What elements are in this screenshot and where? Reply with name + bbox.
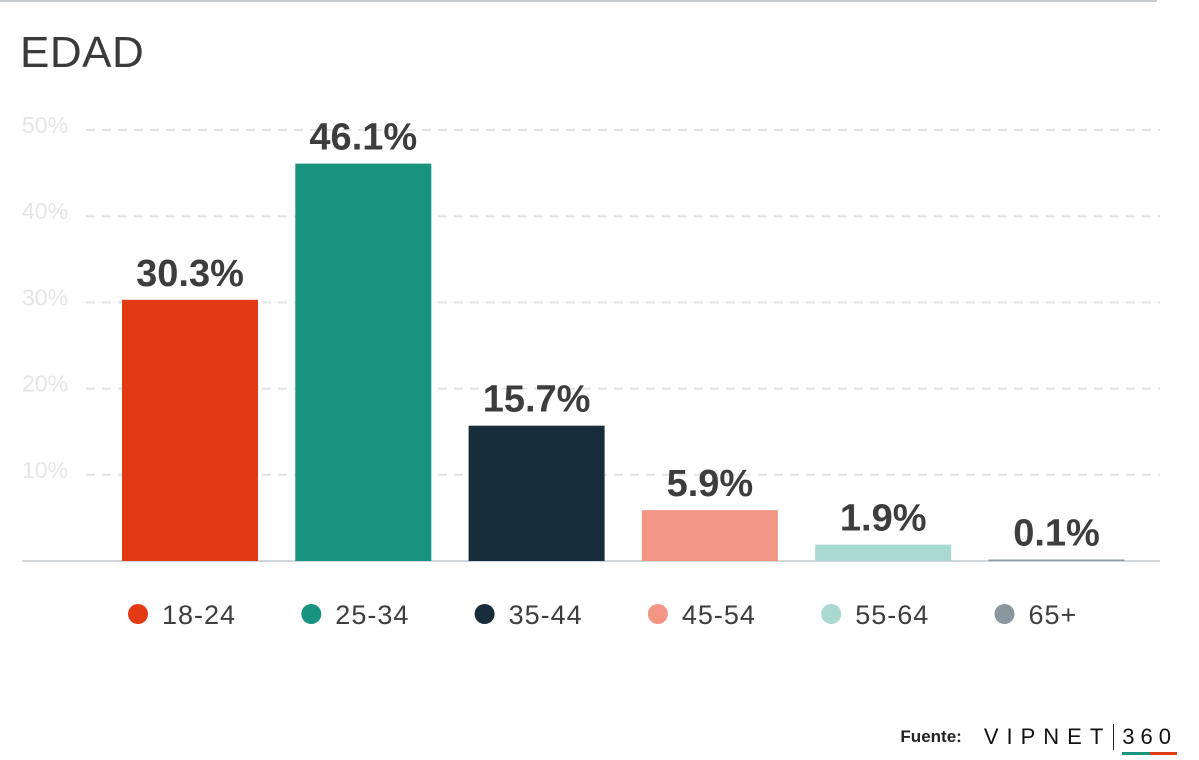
chart-title: EDAD xyxy=(20,28,145,77)
data-labels: 30.3% 46.1% 15.7% 5.9% 1.9% 0.1% xyxy=(136,117,1100,555)
y-tick-label: 50% xyxy=(22,112,68,138)
source-footer: Fuente: VIPNET 360 xyxy=(900,722,1177,755)
legend-swatch xyxy=(821,604,842,624)
data-label: 30.3% xyxy=(136,253,244,295)
data-label: 15.7% xyxy=(483,379,591,421)
brand-number-wrap: 360 xyxy=(1122,724,1177,755)
legend-swatch xyxy=(301,604,322,624)
y-tick-label: 20% xyxy=(22,371,68,397)
brand-separator xyxy=(1113,724,1115,750)
brand-name: VIPNET xyxy=(983,724,1112,749)
legend-swatch xyxy=(647,604,668,624)
data-label: 5.9% xyxy=(667,463,754,505)
legend-label: 35-44 xyxy=(509,600,583,630)
legend-swatch xyxy=(474,604,495,624)
legend: 18-24 25-34 35-44 45-54 55-64 65+ xyxy=(128,600,1078,630)
bar-chart: 10% 20% 30% 40% 50% 30.3% 46.1% 15.7% 5.9% 1.9% 0… xyxy=(22,112,1160,630)
brand-underline xyxy=(1122,752,1177,755)
brand-number: 360 xyxy=(1122,724,1177,749)
bar-65plus xyxy=(988,559,1125,561)
data-label: 0.1% xyxy=(1013,513,1100,555)
source-label: Fuente: xyxy=(900,727,962,746)
legend-swatch xyxy=(994,604,1015,624)
bar-18-24 xyxy=(122,299,258,561)
top-rule xyxy=(0,0,1157,2)
bars xyxy=(122,163,1125,562)
bar-25-34 xyxy=(295,163,432,562)
bar-55-64 xyxy=(815,544,952,561)
y-tick-label: 40% xyxy=(22,198,68,224)
brand-underline-red xyxy=(1149,752,1177,755)
y-tick-label: 30% xyxy=(22,284,68,310)
bar-45-54 xyxy=(641,510,778,561)
y-tick-label: 10% xyxy=(22,457,68,483)
legend-label: 18-24 xyxy=(162,600,236,630)
data-label: 1.9% xyxy=(840,498,927,540)
legend-label: 45-54 xyxy=(682,600,756,630)
legend-swatch xyxy=(128,604,148,624)
data-label: 46.1% xyxy=(309,117,417,159)
bar-35-44 xyxy=(468,425,605,561)
legend-label: 65+ xyxy=(1029,600,1078,630)
legend-label: 25-34 xyxy=(335,600,409,630)
legend-label: 55-64 xyxy=(855,600,929,630)
brand-underline-green xyxy=(1122,752,1150,755)
